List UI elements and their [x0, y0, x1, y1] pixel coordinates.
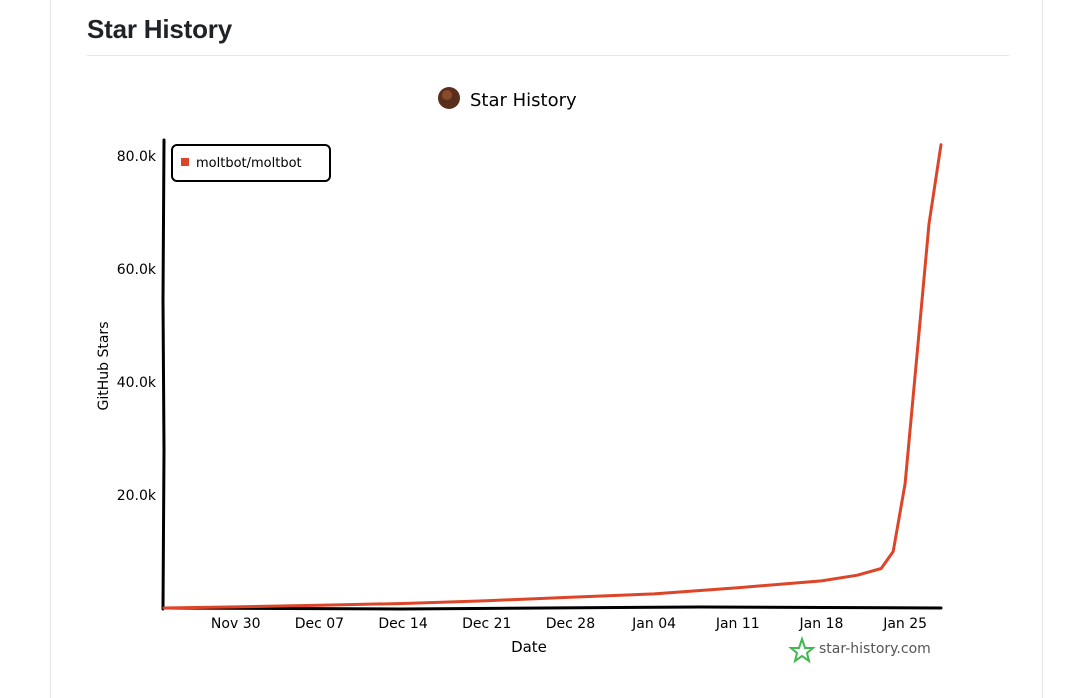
series-line-moltbot	[162, 143, 943, 610]
x-tick-label: Nov 30	[211, 616, 261, 632]
x-tick-label: Dec 21	[462, 616, 511, 632]
y-tick-label: 80.0k	[117, 149, 157, 165]
legend-label: moltbot/moltbot	[196, 156, 302, 171]
x-tick-label: Dec 14	[378, 616, 427, 632]
legend-swatch	[181, 158, 189, 166]
x-axis-label: Date	[511, 638, 547, 656]
x-tick-label: Jan 18	[799, 616, 844, 632]
x-tick-label: Jan 25	[882, 616, 927, 632]
chart-title-text: Star History	[470, 90, 577, 111]
title-divider	[87, 55, 1009, 56]
section-title: Star History	[87, 14, 232, 44]
x-tick-label: Jan 11	[715, 616, 760, 632]
y-axis-line	[161, 138, 166, 611]
y-tick-label: 40.0k	[117, 375, 157, 391]
legend: moltbot/moltbot	[171, 144, 331, 182]
chart-title: Star History	[438, 87, 577, 111]
x-tick-label: Jan 04	[631, 616, 676, 632]
y-axis-label: GitHub Stars	[96, 322, 112, 411]
watermark-text[interactable]: star-history.com	[819, 641, 931, 657]
y-axis-ticks: 20.0k 40.0k 60.0k 80.0k	[117, 149, 157, 504]
x-tick-label: Dec 28	[546, 616, 595, 632]
x-tick-label: Dec 07	[295, 616, 344, 632]
x-axis-line	[162, 605, 943, 611]
avatar-highlight	[442, 90, 452, 100]
star-logo-icon	[788, 635, 816, 664]
x-axis-ticks: Nov 30 Dec 07 Dec 14 Dec 21 Dec 28 Jan 04 Jan …	[211, 616, 927, 632]
star-history-card	[50, 0, 1043, 698]
watermark[interactable]: star-history.com	[788, 635, 931, 664]
y-tick-label: 20.0k	[117, 488, 157, 504]
y-tick-label: 60.0k	[117, 262, 157, 278]
legend-box	[171, 144, 331, 182]
